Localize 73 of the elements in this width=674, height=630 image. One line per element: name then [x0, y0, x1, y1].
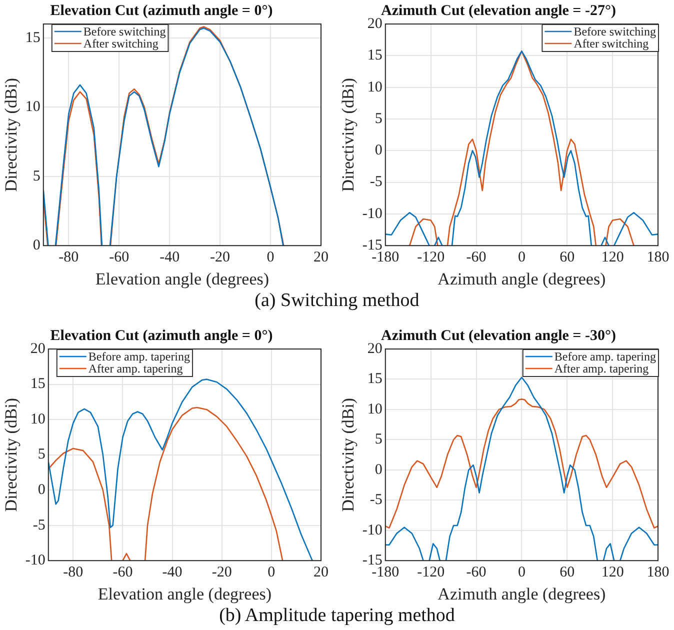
x-tick-label: 120	[601, 564, 624, 581]
y-tick-label: -10	[362, 206, 382, 222]
x-axis-title: Elevation angle (degrees)	[98, 584, 272, 604]
legend-label: After amp. tapering	[88, 362, 183, 376]
x-tick-label: -120	[417, 250, 445, 266]
y-tick-label: 10	[367, 79, 382, 96]
x-tick-label: -180	[372, 250, 400, 266]
x-tick-label: -180	[372, 564, 400, 581]
y-tick-label: 20	[367, 16, 382, 32]
x-tick-label: 20	[314, 250, 328, 266]
x-axis-title: Azimuth angle (degrees)	[438, 584, 606, 604]
legend-label: After amp. tapering	[554, 362, 649, 376]
y-tick-label: 10	[367, 401, 382, 418]
text: (a) Switching method	[254, 290, 420, 313]
y-tick-label: 10	[25, 99, 40, 116]
x-tick-label: -60	[466, 564, 486, 581]
y-tick-label: 0	[374, 462, 382, 478]
x-tick-label: -80	[63, 564, 84, 581]
y-tick-label: 15	[367, 48, 382, 64]
y-tick-label: 5	[374, 110, 382, 127]
chart-title: Azimuth Cut (elevation angle = -27°)	[381, 2, 616, 19]
y-tick-label: 0	[32, 238, 40, 254]
chart-title: Elevation Cut (azimuth angle = 0°)	[50, 328, 273, 344]
x-tick-label: -20	[212, 564, 232, 581]
y-tick-label: -10	[362, 522, 382, 538]
y-tick-label: 15	[367, 371, 382, 388]
y-tick-label: 5	[32, 168, 40, 184]
x-tick-label: 20	[314, 564, 328, 581]
x-tick-label: 0	[266, 250, 274, 266]
y-axis-title: Directivity (dBi)	[2, 78, 21, 192]
chart-title: Azimuth Cut (elevation angle = -30°)	[381, 328, 616, 344]
x-tick-label: -60	[112, 564, 133, 581]
y-axis-title: Directivity (dBi)	[338, 398, 358, 512]
x-tick-label: 0	[518, 564, 526, 581]
x-tick-label: 0	[268, 564, 276, 581]
x-tick-label: 60	[560, 250, 575, 266]
text: (b) Amplitude tapering method	[218, 605, 456, 628]
legend-label: After switching	[574, 36, 649, 51]
x-tick-label: 180	[646, 250, 670, 266]
legend-label: Before switching	[574, 24, 656, 39]
x-tick-label: -60	[109, 250, 130, 266]
x-tick-label: 120	[601, 250, 624, 266]
y-tick-label: 15	[25, 30, 40, 46]
x-axis-title: Azimuth angle (degrees)	[438, 269, 606, 288]
y-tick-label: 15	[30, 376, 46, 392]
legend-label: Before amp. tapering	[88, 350, 190, 364]
y-tick-label: -10	[25, 552, 46, 569]
y-tick-label: -5	[32, 517, 46, 534]
x-tick-label: -40	[162, 564, 182, 581]
x-tick-label: -40	[160, 250, 180, 266]
x-tick-label: 0	[518, 250, 526, 266]
y-tick-label: 5	[38, 446, 46, 463]
x-tick-label: 180	[646, 564, 670, 581]
legend-label: After switching	[83, 36, 158, 51]
x-tick-label: -20	[210, 250, 230, 266]
y-axis-title: Directivity (dBi)	[338, 78, 358, 192]
y-tick-label: 10	[30, 411, 46, 428]
legend-label: Before amp. tapering	[554, 350, 656, 364]
x-tick-label: -80	[58, 250, 79, 266]
y-tick-label: 0	[374, 142, 382, 159]
y-tick-label: 0	[38, 482, 46, 498]
y-axis-title: Directivity (dBi)	[2, 398, 21, 512]
x-axis-title: Elevation angle (degrees)	[95, 269, 270, 288]
y-tick-label: 20	[30, 340, 46, 357]
x-tick-label: -120	[417, 564, 445, 581]
x-tick-label: -60	[466, 250, 486, 266]
legend-label: Before switching	[83, 24, 166, 39]
chart-title: Elevation Cut (azimuth angle = 0°)	[50, 2, 273, 19]
x-tick-label: 60	[560, 564, 575, 581]
y-tick-label: 20	[367, 340, 382, 357]
y-tick-label: -5	[370, 492, 382, 508]
y-tick-label: 5	[374, 432, 382, 448]
y-tick-label: -5	[370, 174, 382, 190]
